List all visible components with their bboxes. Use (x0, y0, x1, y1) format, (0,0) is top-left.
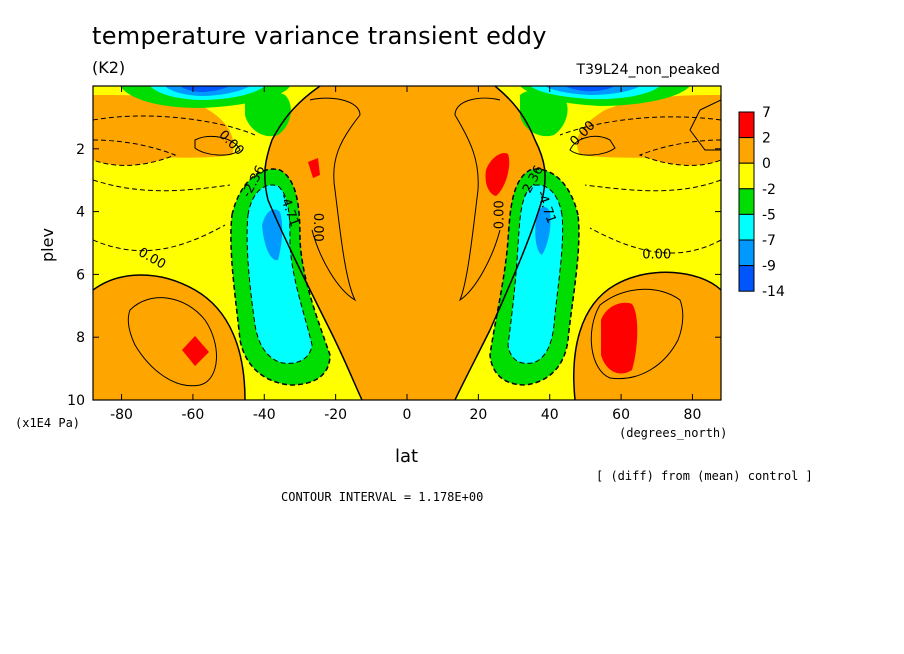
y-tick-label: 10 (67, 393, 85, 409)
colorbar-swatch (738, 188, 755, 215)
fill-band-neg9-neg7 (535, 206, 551, 255)
colorbar-label: -14 (762, 284, 785, 300)
x-axis-unit: (degrees_north) (619, 426, 728, 440)
colorbar-swatch (738, 213, 755, 241)
x-tick-label: 60 (612, 407, 630, 423)
colorbar-swatch (738, 265, 755, 292)
contour-label: 0.00 (310, 213, 325, 242)
x-tick-label: 40 (541, 407, 559, 423)
fill-band-0-2 (93, 275, 245, 400)
x-tick-label: 80 (684, 407, 702, 423)
colorbar-swatch (738, 137, 755, 164)
colorbar-label: 2 (762, 131, 771, 147)
y-axis-label: plev (38, 228, 57, 262)
colorbar-label: -5 (762, 207, 776, 223)
y-tick-label: 8 (76, 330, 85, 346)
fill-band-0-2 (93, 95, 234, 158)
y-axis: 2 4 6 8 10 (67, 142, 721, 409)
y-tick-label: 6 (76, 267, 85, 283)
x-tick-label: -60 (181, 407, 204, 423)
y-axis-unit: (x1E4 Pa) (15, 416, 81, 430)
x-tick-label: 20 (469, 407, 487, 423)
colorbar-swatch (738, 111, 755, 139)
y-tick-label: 4 (76, 205, 85, 221)
colorbar-label: 0 (762, 156, 771, 172)
contour-label: 0.00 (642, 248, 671, 263)
colorbar-label: -2 (762, 182, 776, 198)
contour-lines (93, 86, 721, 400)
chart-units: (K2) (92, 58, 126, 77)
colorbar-swatch (738, 239, 755, 267)
fill-band-2-7 (601, 302, 638, 374)
fill-band-2-7 (182, 336, 209, 366)
x-tick-label: 0 (403, 407, 412, 423)
fill-band-2-7 (308, 158, 320, 178)
colorbar: 7 2 0 -2 -5 -7 -9 -14 (738, 105, 785, 300)
run-name: T39L24_non_peaked (576, 62, 720, 78)
fill-band-neg14-neg9 (565, 86, 615, 92)
x-axis-label: lat (395, 446, 419, 467)
x-axis: -80 -60 -40 -20 0 20 40 60 80 (110, 86, 701, 423)
fill-band-neg5-neg2 (520, 89, 568, 137)
fill-band-2-7 (485, 152, 510, 196)
colorbar-swatch (738, 162, 755, 190)
chart-title: temperature variance transient eddy (92, 22, 547, 50)
colorbar-label: -7 (762, 233, 776, 249)
fill-band-neg5-neg2 (245, 89, 291, 137)
fill-band-0-2 (577, 95, 721, 158)
x-tick-label: -40 (253, 407, 276, 423)
x-tick-label: -20 (324, 407, 347, 423)
x-tick-label: -80 (110, 407, 133, 423)
colorbar-label: -9 (762, 259, 776, 275)
diff-note: [ (diff) from (mean) control ] (596, 469, 813, 483)
contour-interval: CONTOUR INTERVAL = 1.178E+00 (281, 490, 484, 504)
colorbar-label: 7 (762, 105, 771, 121)
contour-label: 0.00 (492, 200, 507, 229)
contour-field (93, 86, 721, 400)
y-tick-label: 2 (76, 142, 85, 158)
